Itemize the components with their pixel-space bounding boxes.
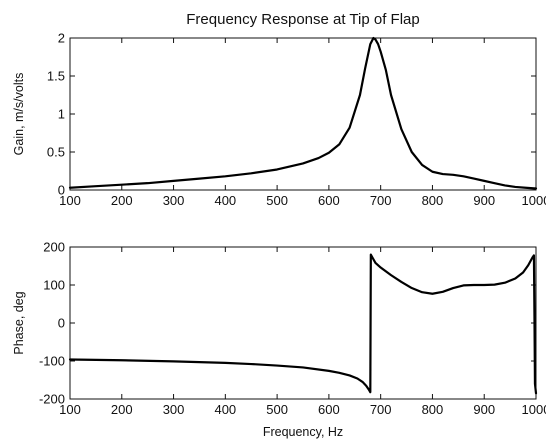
gain-y-tick-label: 0 xyxy=(58,183,65,198)
gain-x-tick-label: 700 xyxy=(370,193,392,208)
gain-x-tick-label: 300 xyxy=(163,193,185,208)
phase-y-tick-label: -100 xyxy=(39,354,65,369)
chart-title: Frequency Response at Tip of Flap xyxy=(186,11,419,28)
gain-y-ticks: 0 0.5 1 1.5 2 xyxy=(47,31,536,198)
phase-y-tick-label: -200 xyxy=(39,392,65,407)
gain-y-axis-label: Gain, m/s/volts xyxy=(12,73,26,156)
phase-y-tick-label: 200 xyxy=(43,240,65,255)
gain-curve xyxy=(68,36,538,190)
phase-y-tick-label: 100 xyxy=(43,278,65,293)
gain-x-tick-label: 600 xyxy=(318,193,340,208)
gain-x-tick-label: 500 xyxy=(266,193,288,208)
phase-x-tick-label: 300 xyxy=(163,402,185,417)
gain-y-tick-label: 1.5 xyxy=(47,69,65,84)
phase-x-tick-label: 800 xyxy=(422,402,444,417)
phase-y-ticks: -200 -100 0 100 200 xyxy=(39,240,536,407)
gain-x-tick-label: 800 xyxy=(422,193,444,208)
phase-x-tick-label: 500 xyxy=(266,402,288,417)
gain-x-tick-label: 100 xyxy=(59,193,81,208)
gain-plot-frame xyxy=(69,37,537,191)
x-axis-label: Frequency, Hz xyxy=(263,425,343,439)
gain-y-tick-label: 0.5 xyxy=(47,145,65,160)
phase-x-tick-label: 100 xyxy=(59,402,81,417)
phase-x-tick-label: 400 xyxy=(214,402,236,417)
phase-y-axis-label: Phase, deg xyxy=(12,291,26,354)
gain-y-tick-label: 2 xyxy=(58,31,65,46)
phase-x-tick-label: 900 xyxy=(473,402,495,417)
phase-x-tick-label: 200 xyxy=(111,402,133,417)
phase-y-tick-label: 0 xyxy=(58,316,65,331)
gain-y-tick-label: 1 xyxy=(58,107,65,122)
gain-x-tick-label: 400 xyxy=(214,193,236,208)
gain-x-tick-label: 900 xyxy=(473,193,495,208)
phase-plot-frame xyxy=(69,246,537,400)
phase-curve xyxy=(68,253,538,395)
phase-x-tick-label: 700 xyxy=(370,402,392,417)
gain-x-tick-label: 200 xyxy=(111,193,133,208)
phase-x-tick-label: 600 xyxy=(318,402,340,417)
